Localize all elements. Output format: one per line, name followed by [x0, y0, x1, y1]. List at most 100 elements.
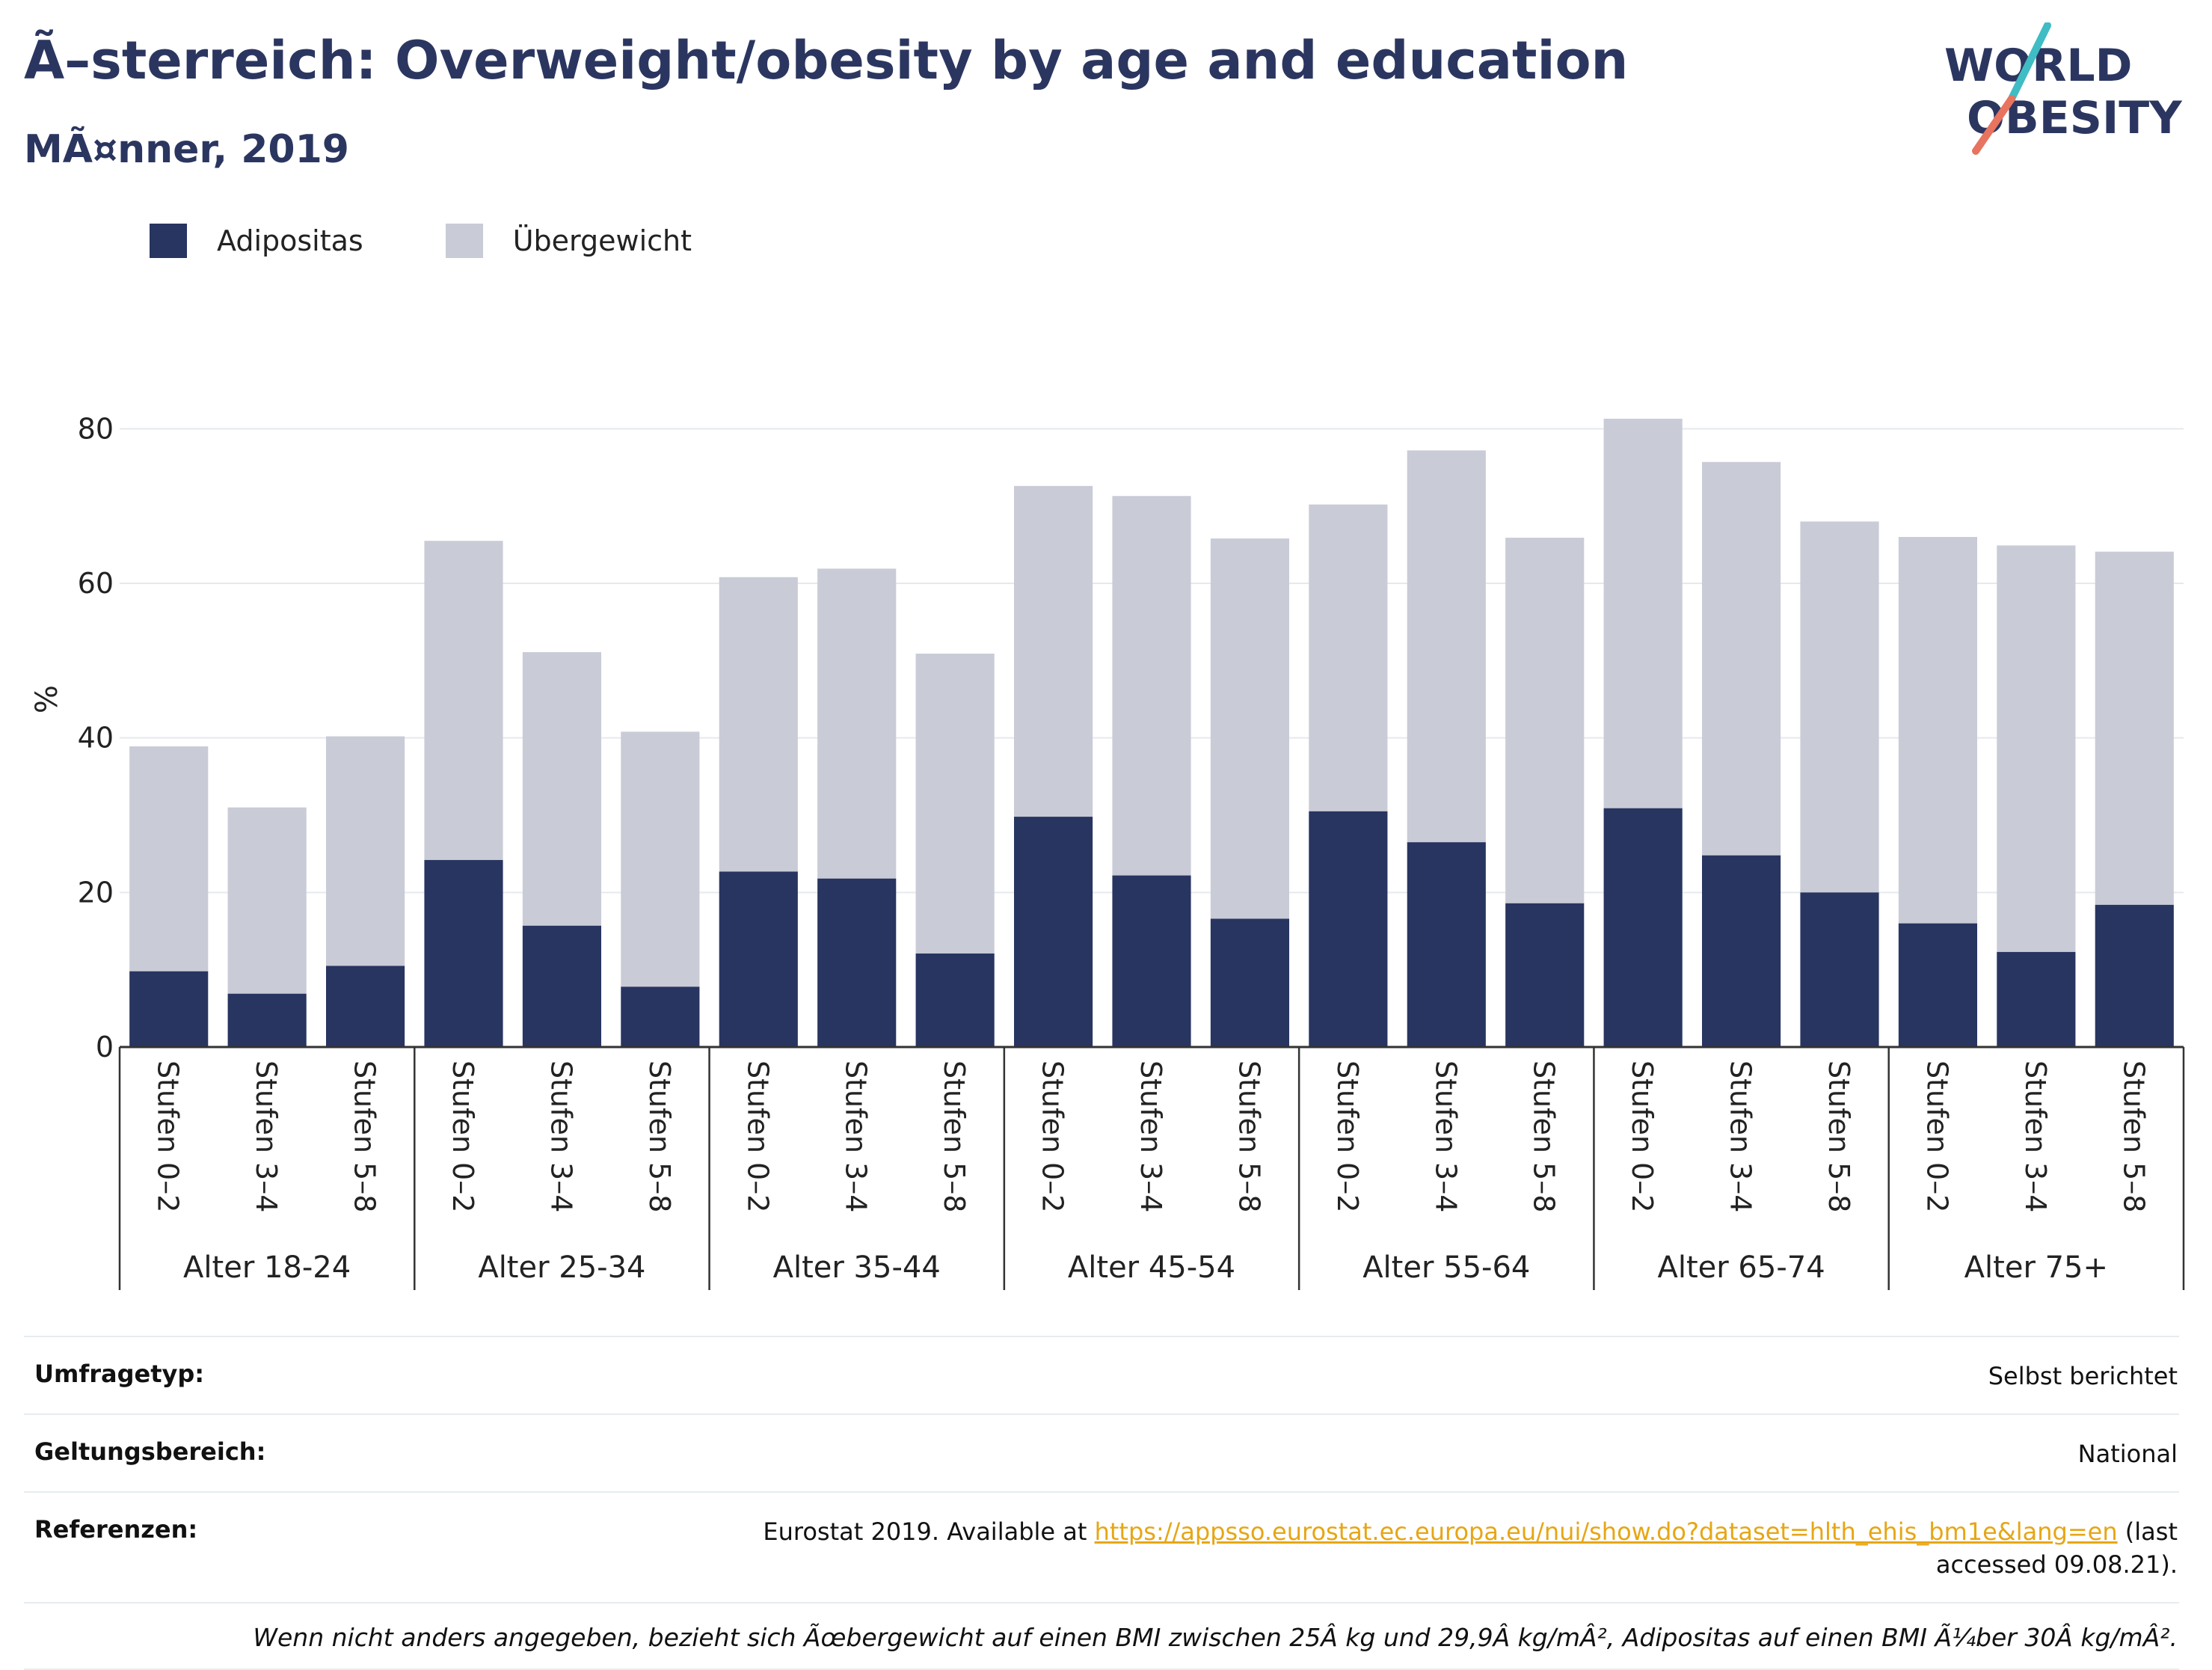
bar-uebergewicht — [1210, 538, 1289, 919]
y-tick-label: 20 — [78, 876, 114, 909]
metadata-table: Umfragetyp: Selbst berichtet Geltungsber… — [24, 1336, 2179, 1670]
x-tick-label: Stufen 5–8 — [1528, 1060, 1561, 1212]
legend-label-uebergewicht: Übergewicht — [512, 224, 692, 257]
x-tick-label: Stufen 3–4 — [840, 1060, 873, 1212]
group-label: Alter 55-64 — [1362, 1250, 1530, 1285]
bar-uebergewicht — [1309, 504, 1388, 811]
x-tick-label: Stufen 0–2 — [446, 1060, 479, 1212]
x-tick-label: Stufen 3–4 — [2019, 1060, 2052, 1212]
x-tick-label: Stufen 3–4 — [1724, 1060, 1757, 1212]
bar-adipositas — [1407, 842, 1486, 1047]
bar-adipositas — [1505, 903, 1585, 1047]
chart-legend: Adipositas Übergewicht — [150, 218, 774, 263]
x-tick-label: Stufen 0–2 — [1331, 1060, 1364, 1212]
bar-adipositas — [817, 878, 897, 1047]
x-tick-label: Stufen 5–8 — [1822, 1060, 1855, 1212]
bar-uebergewicht — [1997, 545, 2076, 952]
bar-adipositas — [1702, 855, 1781, 1047]
bar-uebergewicht — [1702, 461, 1781, 856]
x-tick-label: Stufen 0–2 — [152, 1060, 185, 1212]
reference-prefix: Eurostat 2019. Available at — [763, 1517, 1095, 1546]
x-tick-label: Stufen 0–2 — [1036, 1060, 1069, 1212]
bar-uebergewicht — [1603, 418, 1683, 808]
legend-label-adipositas: Adipositas — [217, 224, 363, 257]
bar-adipositas — [522, 925, 601, 1047]
x-tick-label: Stufen 3–4 — [250, 1060, 283, 1212]
bar-adipositas — [1014, 817, 1093, 1047]
bar-adipositas — [1898, 923, 1977, 1047]
bar-adipositas — [2095, 904, 2174, 1047]
bar-uebergewicht — [1407, 450, 1486, 843]
x-tick-label: Stufen 5–8 — [1232, 1060, 1265, 1212]
bar-adipositas — [1800, 892, 1879, 1047]
bar-uebergewicht — [1112, 496, 1191, 876]
legend-swatch-uebergewicht — [445, 224, 483, 258]
group-label: Alter 25-34 — [478, 1250, 645, 1285]
bar-adipositas — [227, 993, 307, 1047]
bar-adipositas — [129, 971, 209, 1047]
bar-adipositas — [1210, 918, 1289, 1047]
x-tick-label: Stufen 5–8 — [2117, 1060, 2150, 1212]
bar-adipositas — [1997, 951, 2076, 1047]
x-tick-label: Stufen 5–8 — [643, 1060, 676, 1212]
bar-adipositas — [915, 953, 995, 1047]
y-axis-label: % — [30, 685, 64, 713]
bar-uebergewicht — [1505, 538, 1585, 903]
meta-key: Umfragetyp: — [34, 1360, 205, 1388]
x-tick-label: Stufen 5–8 — [938, 1060, 971, 1212]
meta-row-survey-type: Umfragetyp: Selbst berichtet — [24, 1336, 2179, 1413]
bar-uebergewicht — [424, 541, 503, 860]
meta-value: Selbst berichtet — [1988, 1362, 2178, 1390]
bar-adipositas — [1112, 875, 1191, 1047]
bar-uebergewicht — [326, 736, 405, 966]
stacked-bar-chart: 0 20 40 60 80% Stufen 0–2 Stufen 3–4 Stufen 5–8… — [30, 412, 2185, 1290]
meta-key: Referenzen: — [34, 1515, 198, 1544]
x-tick-label: Stufen 3–4 — [1134, 1060, 1167, 1212]
bar-uebergewicht — [719, 577, 798, 872]
meta-value: Eurostat 2019. Available at https://apps… — [682, 1515, 2179, 1581]
meta-row-references: Referenzen: Eurostat 2019. Available at … — [24, 1491, 2179, 1602]
bar-uebergewicht — [1014, 485, 1093, 817]
legend-swatch-adipositas — [150, 224, 187, 258]
meta-row-coverage: Geltungsbereich: National — [24, 1413, 2179, 1491]
group-label: Alter 75+ — [1964, 1250, 2108, 1285]
bar-uebergewicht — [1800, 521, 1879, 893]
bar-uebergewicht — [621, 731, 700, 987]
y-tick-label: 0 — [96, 1031, 114, 1063]
bar-uebergewicht — [817, 568, 897, 879]
bar-uebergewicht — [129, 746, 209, 971]
x-tick-label: Stufen 3–4 — [544, 1060, 577, 1212]
group-label: Alter 45-54 — [1068, 1250, 1235, 1285]
group-label: Alter 18-24 — [183, 1250, 351, 1285]
group-label: Alter 35-44 — [773, 1250, 941, 1285]
x-tick-label: Stufen 0–2 — [1920, 1060, 1953, 1212]
bar-adipositas — [326, 966, 405, 1047]
bar-uebergewicht — [522, 651, 601, 926]
definition-note: Wenn nicht anders angegeben, bezieht sic… — [24, 1602, 2179, 1670]
x-tick-label: Stufen 5–8 — [348, 1060, 381, 1212]
y-tick-label: 80 — [78, 412, 114, 445]
meta-value: National — [2077, 1440, 2178, 1468]
y-tick-label: 40 — [78, 722, 114, 755]
bar-uebergewicht — [2095, 551, 2174, 905]
bar-adipositas — [621, 986, 700, 1047]
bar-adipositas — [1309, 811, 1388, 1047]
bar-uebergewicht — [915, 654, 995, 954]
reference-suffix: (last accessed 09.08.21). — [1935, 1517, 2178, 1579]
bar-adipositas — [719, 871, 798, 1047]
group-label: Alter 65-74 — [1657, 1250, 1825, 1285]
meta-key: Geltungsbereich: — [34, 1437, 266, 1466]
x-tick-label: Stufen 0–2 — [1626, 1060, 1659, 1212]
reference-link[interactable]: https://appsso.eurostat.ec.europa.eu/nui… — [1094, 1517, 2118, 1546]
logo-slash-coral — [1972, 95, 2015, 155]
x-tick-label: Stufen 0–2 — [741, 1060, 774, 1212]
world-obesity-logo: WORLD OBESITY — [1944, 22, 2183, 155]
y-tick-label: 60 — [78, 567, 114, 600]
bar-uebergewicht — [227, 807, 307, 994]
bar-adipositas — [424, 859, 503, 1047]
page-title: Ã–sterreich: Overweight/obesity by age a… — [24, 30, 1629, 91]
logo-slash-teal — [2008, 22, 2051, 102]
bar-uebergewicht — [1898, 537, 1977, 924]
x-tick-label: Stufen 3–4 — [1429, 1060, 1462, 1212]
bar-adipositas — [1603, 808, 1683, 1047]
